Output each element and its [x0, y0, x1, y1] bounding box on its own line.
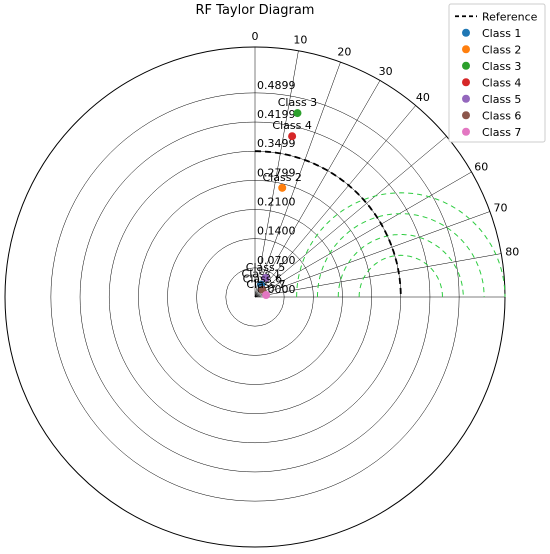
chart-title: RF Taylor Diagram — [196, 3, 315, 18]
rms-contour — [337, 234, 464, 297]
angle-spoke — [254, 211, 491, 298]
radial-tick-label: 0.1400 — [257, 225, 296, 238]
legend-label: Class 7 — [482, 126, 521, 139]
point-label: Class 7 — [246, 278, 285, 291]
point-class-3 — [293, 109, 302, 118]
point-class-4 — [288, 132, 297, 141]
legend-label: Class 3 — [482, 60, 521, 73]
point-label: Class 5 — [246, 261, 285, 274]
radial-tick-label: 0.2799 — [257, 166, 296, 179]
point-label: Class 6 — [243, 273, 282, 286]
angle-spoke — [254, 253, 502, 298]
angle-tick-label: 20 — [337, 46, 351, 59]
point-class-7 — [262, 291, 271, 300]
angle-tick-label: 10 — [293, 34, 307, 47]
legend-swatch — [462, 45, 470, 54]
reference-arc-line — [255, 150, 402, 297]
reference-arc — [255, 150, 402, 297]
legend-swatch — [462, 28, 470, 37]
radial-tick-label: 0.4199 — [257, 108, 296, 121]
legend-label: Class 2 — [482, 43, 521, 56]
point-label: Class 3 — [278, 96, 317, 109]
radial-tick-label: 0.3499 — [257, 137, 296, 150]
rms-contour — [317, 213, 485, 297]
legend-reference-label: Reference — [482, 10, 538, 23]
angle-spoke — [254, 80, 381, 298]
angle-spoke — [254, 136, 447, 298]
point-label: Class 4 — [272, 119, 311, 132]
legend-swatch — [462, 78, 470, 87]
angle-tick-label: 70 — [493, 202, 507, 215]
legend-box — [448, 3, 546, 143]
legend-label: Class 6 — [482, 109, 521, 122]
legend-label: Class 4 — [482, 76, 521, 89]
legend-label: Class 1 — [482, 27, 521, 40]
point-label: Class 1 — [242, 268, 281, 281]
angle-spoke — [254, 171, 472, 298]
angle-spoke — [254, 50, 299, 298]
angle-tick-label: 30 — [379, 65, 393, 78]
radial-tick-label: 0.4899 — [257, 79, 296, 92]
rms-contours — [296, 192, 506, 298]
point-class-5 — [261, 274, 270, 283]
legend-swatch — [462, 127, 470, 136]
legend-swatch — [462, 94, 470, 103]
angle-tick-label: 0 — [252, 30, 259, 43]
angle-spoke — [254, 105, 416, 298]
radial-tick-label: 0.2100 — [257, 196, 296, 209]
legend-swatch — [462, 61, 470, 70]
angle-spoke — [254, 61, 341, 298]
rms-contour — [296, 192, 506, 298]
angle-tick-label: 80 — [505, 246, 519, 259]
legend: Reference Class 1 Class 2 Class 3 Class 4 Cla… — [448, 3, 546, 143]
angle-tick-label: 40 — [416, 91, 430, 104]
legend-label: Class 5 — [482, 93, 521, 106]
angle-tick-label: 60 — [474, 160, 488, 173]
point-label: Class 2 — [262, 171, 301, 184]
rms-contour — [358, 254, 443, 298]
point-class-2 — [278, 183, 287, 192]
legend-swatch — [462, 111, 470, 120]
